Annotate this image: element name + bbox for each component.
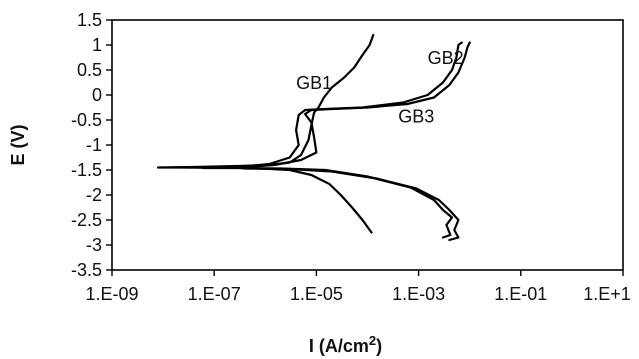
- x-tick-label: 1.E+1: [583, 284, 631, 304]
- series-labels: GB1 GB2 GB3: [296, 48, 464, 127]
- y-tick-label: -1.5: [71, 160, 102, 180]
- x-axis-title-superscript: 2: [369, 333, 376, 348]
- y-tick-label: -0.5: [71, 110, 102, 130]
- y-tick-label: -1: [86, 135, 102, 155]
- y-tick-label: -3: [86, 235, 102, 255]
- x-tick-label: 1.E-01: [494, 284, 547, 304]
- y-tick-label: -3.5: [71, 260, 102, 280]
- x-axis-title: I (A/cm2): [309, 333, 382, 356]
- x-tick-label: 1.E-07: [188, 284, 241, 304]
- y-axis-title: E (V): [8, 124, 28, 165]
- series-line-gb2: [201, 41, 463, 239]
- x-tick-label: 1.E-09: [85, 284, 138, 304]
- x-tick-label: 1.E-03: [392, 284, 445, 304]
- series-label-gb3: GB3: [398, 107, 434, 127]
- y-axis: 1.5 1 0.5 0 -0.5 -1 -1.5 -2 -2.5 -3 -3.5: [71, 10, 112, 280]
- y-tick-label: -2: [86, 185, 102, 205]
- x-axis-title-end: ): [376, 336, 382, 356]
- series-group: [157, 33, 471, 242]
- plot-area-frame: [111, 19, 624, 271]
- y-tick-label: 0.5: [77, 60, 102, 80]
- y-tick-label: 1: [92, 35, 102, 55]
- y-tick-label: 0: [92, 85, 102, 105]
- x-tick-label: 1.E-05: [290, 284, 343, 304]
- y-tick-label: 1.5: [77, 10, 102, 30]
- x-axis-title-main: I (A/cm: [309, 336, 369, 356]
- y-tick-label: -2.5: [71, 210, 102, 230]
- series-line-gb1: [157, 33, 375, 234]
- x-axis: 1.E-09 1.E-07 1.E-05 1.E-03 1.E-01 1.E+1: [85, 270, 631, 304]
- series-label-gb1: GB1: [296, 73, 332, 93]
- series-line-gb3: [237, 41, 471, 242]
- series-label-gb2: GB2: [428, 48, 464, 68]
